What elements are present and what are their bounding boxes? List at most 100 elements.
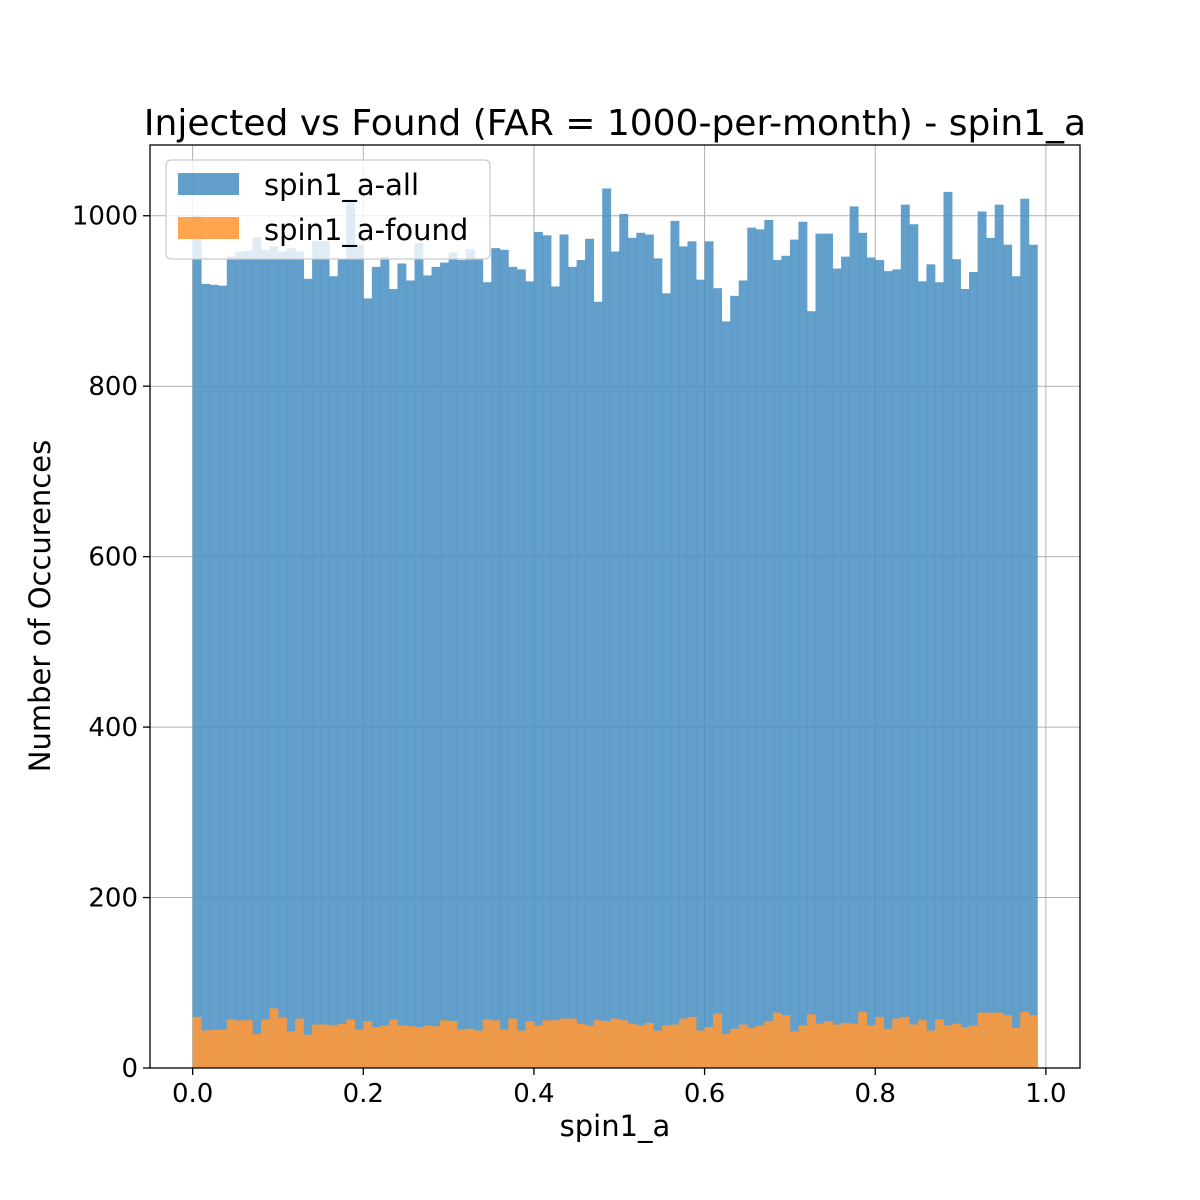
bar bbox=[977, 1012, 987, 1068]
bar bbox=[576, 1023, 586, 1068]
bar bbox=[201, 1030, 211, 1068]
bar bbox=[192, 1016, 202, 1068]
bar bbox=[764, 219, 774, 1068]
bar bbox=[209, 1029, 219, 1068]
bar bbox=[934, 1019, 944, 1068]
bar bbox=[644, 1022, 654, 1068]
bar bbox=[508, 266, 518, 1068]
bar bbox=[824, 233, 833, 1069]
chart-title: Injected vs Found (FAR = 1000-per-month)… bbox=[144, 103, 1086, 144]
bar bbox=[576, 260, 586, 1068]
bar bbox=[713, 1013, 723, 1068]
bar bbox=[397, 1025, 407, 1068]
bar bbox=[1011, 1027, 1021, 1068]
bar bbox=[849, 206, 859, 1068]
bar bbox=[243, 250, 253, 1068]
bar bbox=[610, 251, 620, 1068]
bar bbox=[909, 1024, 919, 1068]
bar bbox=[568, 266, 578, 1068]
bar bbox=[516, 1030, 526, 1068]
bar bbox=[380, 256, 390, 1068]
bar bbox=[798, 221, 808, 1068]
bar bbox=[653, 1030, 663, 1068]
bar bbox=[235, 251, 245, 1068]
bar bbox=[704, 1027, 714, 1068]
bar bbox=[738, 280, 748, 1068]
bar bbox=[346, 201, 356, 1068]
bar bbox=[772, 260, 782, 1068]
bar bbox=[192, 215, 202, 1068]
bar bbox=[730, 1028, 740, 1068]
bar bbox=[738, 1024, 748, 1068]
y-tick-label: 800 bbox=[88, 372, 138, 402]
bar bbox=[653, 258, 663, 1068]
bar bbox=[909, 224, 919, 1069]
bar bbox=[917, 281, 927, 1069]
bar bbox=[380, 1025, 390, 1068]
bar bbox=[994, 1012, 1004, 1068]
x-tick-label: 0.0 bbox=[172, 1079, 213, 1109]
bar bbox=[755, 229, 765, 1068]
bar bbox=[593, 301, 603, 1068]
bar bbox=[269, 1008, 279, 1068]
x-tick-label: 0.6 bbox=[684, 1079, 725, 1109]
bar bbox=[986, 1012, 996, 1068]
bar bbox=[354, 1029, 364, 1068]
bar bbox=[226, 1019, 236, 1068]
bars-layer bbox=[192, 188, 1038, 1069]
bar bbox=[755, 1025, 765, 1068]
x-tick-label: 0.8 bbox=[855, 1079, 896, 1109]
bar bbox=[516, 269, 526, 1068]
bar bbox=[1003, 1015, 1013, 1068]
bar bbox=[440, 262, 450, 1068]
bar bbox=[440, 1020, 450, 1068]
bar bbox=[1028, 1015, 1038, 1068]
bar bbox=[226, 256, 236, 1068]
bar bbox=[670, 1024, 680, 1068]
bar bbox=[585, 1025, 595, 1068]
bar bbox=[764, 1021, 774, 1068]
bar bbox=[423, 275, 432, 1068]
bar bbox=[696, 1030, 705, 1068]
bar bbox=[866, 1025, 876, 1068]
bar bbox=[388, 289, 398, 1068]
bar bbox=[457, 1029, 467, 1068]
bar bbox=[1028, 244, 1038, 1069]
bar bbox=[858, 1011, 868, 1068]
bar bbox=[678, 1018, 688, 1068]
bar bbox=[277, 251, 287, 1068]
bar bbox=[960, 1027, 970, 1068]
bar bbox=[252, 237, 262, 1069]
bar bbox=[320, 241, 330, 1068]
bar bbox=[986, 237, 996, 1068]
bar bbox=[388, 1019, 398, 1068]
bar bbox=[670, 220, 680, 1069]
bar bbox=[815, 1023, 825, 1068]
bar bbox=[883, 271, 893, 1069]
bar bbox=[320, 1024, 330, 1068]
bar bbox=[303, 1034, 313, 1068]
bar bbox=[363, 298, 373, 1068]
legend-box bbox=[165, 159, 491, 260]
bar bbox=[286, 248, 296, 1069]
legend: spin1_a-all spin1_a-found bbox=[165, 159, 491, 260]
bar bbox=[892, 1018, 902, 1068]
bar bbox=[585, 238, 595, 1068]
bar bbox=[295, 1018, 304, 1068]
bar bbox=[883, 1028, 893, 1068]
bar bbox=[806, 311, 816, 1068]
bar bbox=[405, 280, 415, 1068]
bar bbox=[841, 256, 851, 1068]
bar bbox=[260, 1019, 270, 1068]
bar bbox=[397, 263, 407, 1068]
bar bbox=[423, 1025, 432, 1068]
bar bbox=[619, 214, 629, 1069]
bar bbox=[952, 1023, 961, 1068]
bar bbox=[627, 237, 637, 1068]
y-tick-label: 400 bbox=[88, 713, 138, 743]
y-tick-label: 200 bbox=[88, 884, 138, 914]
bar bbox=[917, 1020, 927, 1068]
bar bbox=[892, 269, 902, 1068]
y-tick-label: 1000 bbox=[72, 202, 138, 232]
